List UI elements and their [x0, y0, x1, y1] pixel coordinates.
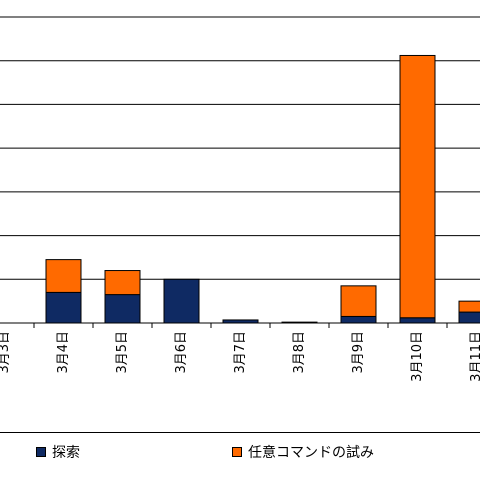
legend-item-search: 探索: [36, 442, 80, 462]
bar-search: [163, 278, 200, 324]
x-tick-label: 3月4日: [56, 331, 71, 374]
legend-label-command-attempt: 任意コマンドの試み: [248, 445, 374, 461]
legend-item-command-attempt: 任意コマンドの試み: [232, 442, 374, 462]
bar-search: [340, 315, 377, 324]
chart-canvas: 3月3日 3月4日 3月5日 3月6日 3月7日 3月8日 3月9日 3月10日 3月11日: [0, 16, 480, 382]
bar-command-attempt: [458, 300, 480, 313]
x-tick-label: 3月10日: [410, 331, 425, 382]
x-tick-label: 3月3日: [0, 331, 12, 374]
bars: [45, 54, 480, 324]
gridlines: [0, 16, 480, 280]
x-tick-labels: 3月3日 3月4日 3月5日 3月6日 3月7日 3月8日 3月9日 3月10日 3月11日: [0, 331, 480, 382]
bar-search: [45, 291, 82, 324]
bar-search: [104, 294, 141, 324]
x-tick-label: 3月9日: [351, 331, 366, 374]
legend-swatch-command-attempt: [232, 447, 242, 457]
x-tick-label: 3月7日: [233, 331, 248, 374]
x-tick-label: 3月8日: [292, 331, 307, 374]
x-axis: [0, 322, 480, 328]
bar-command-attempt: [399, 54, 436, 319]
bar-command-attempt: [340, 285, 377, 317]
legend-label-search: 探索: [52, 445, 80, 461]
legend: 探索 任意コマンドの試み: [0, 432, 480, 481]
x-tick-label: 3月11日: [469, 331, 480, 382]
legend-swatch-search: [36, 447, 46, 457]
bar-search: [458, 311, 480, 324]
x-tick-label: 3月6日: [174, 331, 189, 374]
bar-command-attempt: [45, 259, 82, 293]
bar-search: [399, 317, 436, 324]
x-tick-label: 3月5日: [115, 331, 130, 374]
bar-command-attempt: [104, 270, 141, 296]
